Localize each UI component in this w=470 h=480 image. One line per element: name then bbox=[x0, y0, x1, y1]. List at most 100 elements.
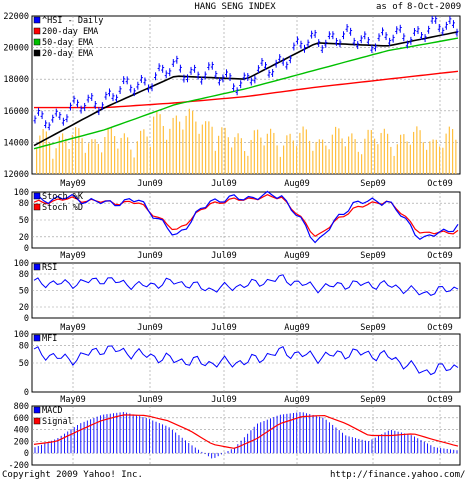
volume-bar bbox=[84, 152, 86, 174]
volume-bar bbox=[377, 144, 379, 174]
signal-legend-swatch bbox=[33, 417, 41, 425]
volume-bar bbox=[260, 137, 262, 174]
volume-bar bbox=[136, 141, 138, 174]
volume-bar bbox=[292, 140, 294, 174]
signal-line bbox=[33, 414, 459, 449]
volume-bar bbox=[169, 128, 171, 174]
volume-bar bbox=[208, 121, 210, 174]
volume-bar bbox=[211, 126, 213, 174]
volume-bar bbox=[393, 155, 395, 174]
x-tick-label: Aug09 bbox=[284, 251, 310, 261]
volume-bar bbox=[452, 129, 454, 174]
volume-bar bbox=[153, 116, 155, 174]
chart-title: HANG SENG INDEX bbox=[194, 2, 276, 12]
x-tick-label: Oct09 bbox=[427, 395, 453, 405]
date-label: 8-Oct-2009 bbox=[407, 2, 461, 12]
volume-bar bbox=[250, 139, 252, 174]
rsi-y-tick: 50 bbox=[19, 287, 29, 297]
mfi-y-tick: 80 bbox=[19, 342, 29, 352]
mfi-y-tick: 0 bbox=[24, 388, 29, 398]
stoch-y-tick: 80 bbox=[19, 199, 29, 209]
volume-bar bbox=[172, 117, 174, 174]
volume-bar bbox=[344, 146, 346, 174]
x-tick-label: Jun09 bbox=[137, 323, 163, 333]
volume-bar bbox=[279, 156, 281, 174]
x-tick-label: Aug09 bbox=[284, 179, 310, 189]
volume-bar bbox=[257, 129, 259, 174]
volume-bar bbox=[351, 133, 353, 174]
price-panel: 22000 20000 18000 16000 14000 12000 ^HSI - Dai… bbox=[3, 12, 461, 180]
volume-bar bbox=[426, 149, 428, 174]
volume-bar bbox=[205, 121, 207, 174]
x-tick-label: Jul09 bbox=[211, 179, 237, 189]
volume-bar bbox=[429, 141, 431, 174]
volume-bar bbox=[422, 142, 424, 174]
volume-bar bbox=[185, 115, 187, 174]
volume-bar bbox=[445, 133, 447, 174]
x-tick-label: Oct09 bbox=[427, 179, 453, 189]
macd-legend-swatch bbox=[33, 406, 41, 414]
volume-bar bbox=[110, 127, 112, 174]
volume-bar bbox=[348, 136, 350, 174]
price-y-tick: 12000 bbox=[3, 170, 29, 180]
volume-bar bbox=[403, 134, 405, 174]
volume-bar bbox=[367, 129, 369, 174]
price-frame bbox=[31, 15, 461, 175]
volume-bar bbox=[120, 137, 122, 174]
volume-bar bbox=[149, 146, 151, 174]
volume-bar bbox=[188, 108, 190, 174]
price-y-tick: 14000 bbox=[3, 138, 29, 148]
volume-bar bbox=[325, 145, 327, 174]
volume-bar bbox=[78, 128, 80, 174]
stoch-d-legend-label: Stoch %D bbox=[42, 203, 83, 213]
volume-bar bbox=[88, 143, 90, 174]
volume-bar bbox=[123, 133, 125, 174]
price-y-tick: 22000 bbox=[3, 12, 29, 22]
volume-bar bbox=[354, 139, 356, 174]
volume-bar bbox=[175, 115, 177, 174]
volume-bar bbox=[442, 147, 444, 174]
volume-bar bbox=[448, 126, 450, 174]
volume-bar bbox=[338, 128, 340, 174]
x-tick-label: Jun09 bbox=[137, 395, 163, 405]
rsi-y-tick: 100 bbox=[14, 259, 29, 269]
volume-bar bbox=[312, 150, 314, 174]
volume-bar bbox=[49, 142, 51, 174]
volume-bar bbox=[283, 145, 285, 174]
rsi-line bbox=[33, 274, 459, 296]
macd-y-tick: -200 bbox=[9, 461, 29, 471]
macd-y-tick: 200 bbox=[14, 437, 29, 447]
x-tick-label: Oct09 bbox=[427, 251, 453, 261]
x-tick-label: Oct09 bbox=[427, 323, 453, 333]
source-url[interactable]: http://finance.yahoo.com/ bbox=[330, 470, 465, 480]
x-tick-label: Sep09 bbox=[360, 251, 386, 261]
x-tick-label: Jul09 bbox=[211, 395, 237, 405]
volume-bar bbox=[253, 130, 255, 174]
volume-bar bbox=[273, 132, 275, 174]
volume-bar bbox=[52, 158, 54, 174]
stoch-y-tick: 50 bbox=[19, 216, 29, 226]
mfi-line bbox=[33, 345, 459, 376]
volume-bar bbox=[341, 138, 343, 174]
volume-bar bbox=[143, 129, 145, 174]
mfi-legend-label: MFI bbox=[42, 334, 57, 344]
volume-bar bbox=[309, 140, 311, 174]
stoch-d-legend-swatch bbox=[33, 203, 41, 211]
volume-bar bbox=[370, 130, 372, 174]
volume-bar bbox=[133, 157, 135, 174]
ema200-legend-swatch bbox=[33, 27, 41, 35]
volume-bar bbox=[214, 150, 216, 174]
volume-bar bbox=[195, 121, 197, 174]
x-tick-label: Sep09 bbox=[360, 395, 386, 405]
stoch-k-line bbox=[33, 190, 459, 244]
volume-bar bbox=[439, 146, 441, 174]
volume-bar bbox=[224, 127, 226, 174]
volume-bar bbox=[107, 127, 109, 174]
x-tick-label: Aug09 bbox=[284, 395, 310, 405]
volume-bar bbox=[39, 135, 41, 174]
x-tick-label: May09 bbox=[60, 323, 86, 333]
volume-bar bbox=[201, 124, 203, 174]
